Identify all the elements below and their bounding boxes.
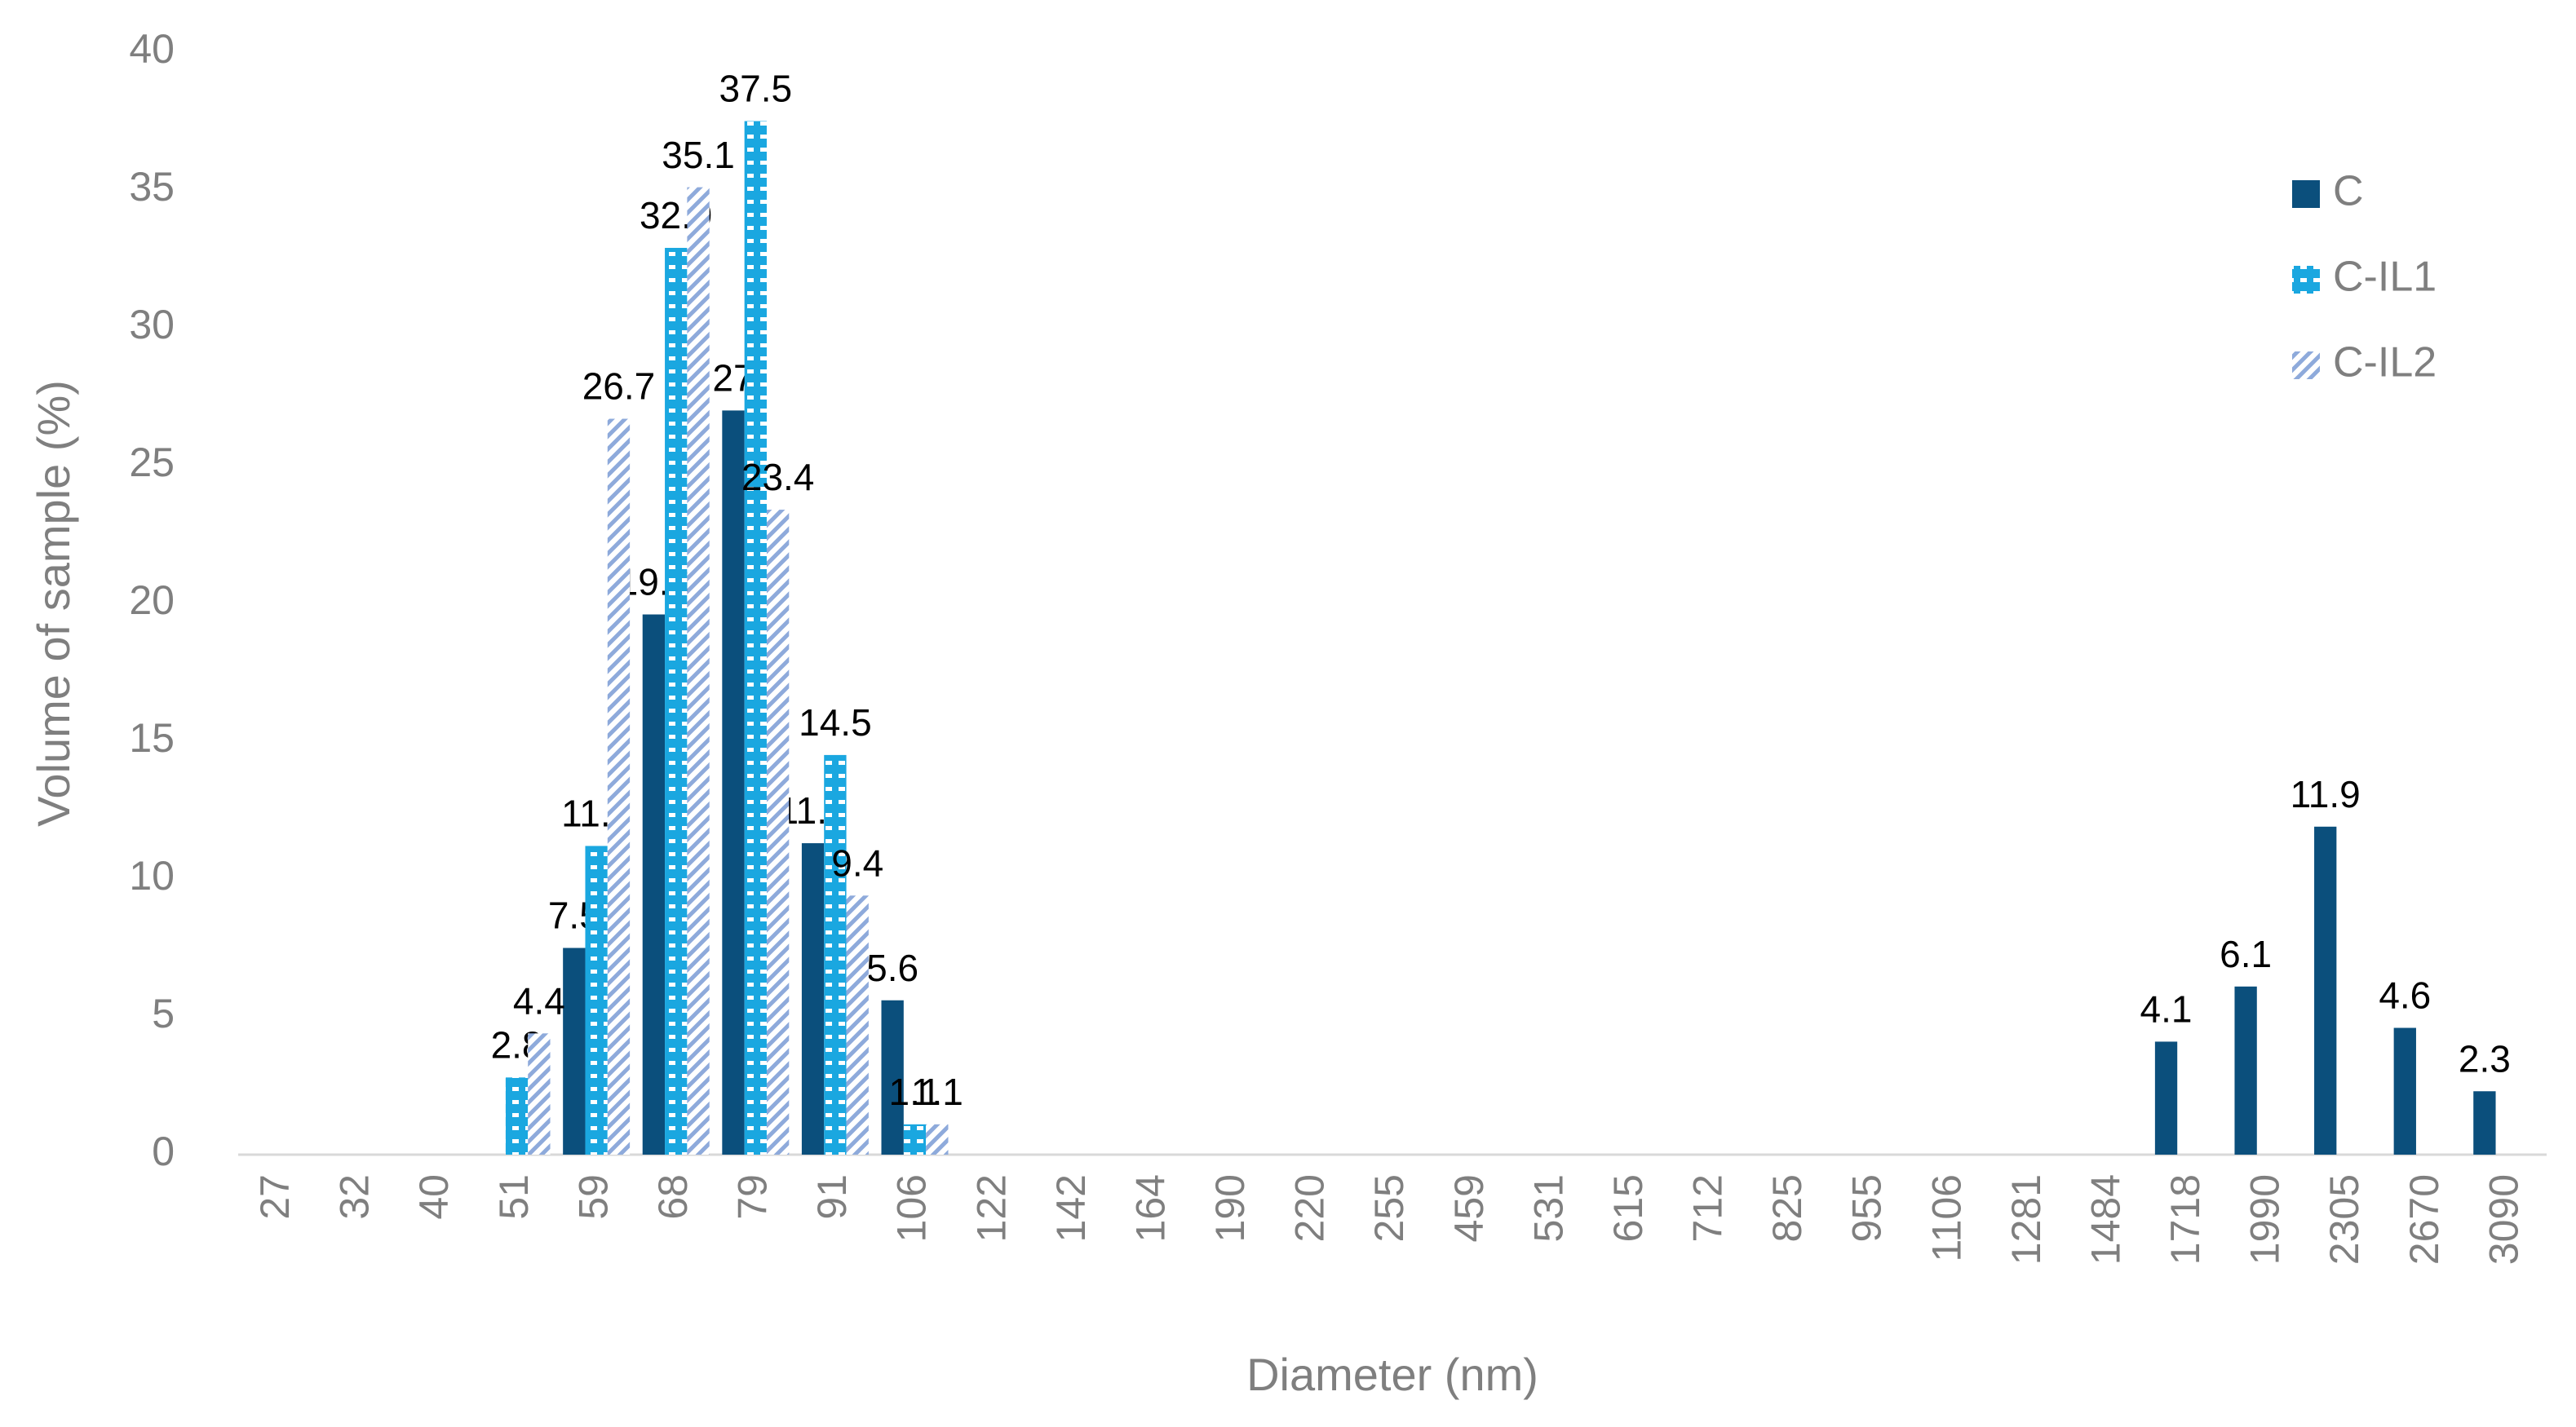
x-tick-label: 955: [1844, 1174, 1890, 1242]
bar: [926, 1124, 949, 1155]
bar: [528, 1033, 551, 1155]
x-tick-label: 59: [570, 1174, 616, 1220]
x-tick-label: 3090: [2481, 1174, 2526, 1265]
data-label: 35.1: [662, 134, 735, 176]
bar: [801, 843, 825, 1155]
bar: [607, 418, 631, 1155]
y-tick-label: 30: [129, 302, 175, 347]
x-tick-label: 615: [1605, 1174, 1651, 1242]
bar: [846, 895, 869, 1155]
bar: [2473, 1091, 2496, 1155]
x-tick-label: 68: [650, 1174, 696, 1220]
data-label: 14.5: [799, 701, 872, 744]
x-tick-label: 27: [252, 1174, 298, 1220]
y-tick-label: 20: [129, 577, 175, 623]
x-tick-label: 122: [968, 1174, 1014, 1242]
bar: [687, 187, 710, 1155]
x-tick-label: 79: [730, 1174, 776, 1220]
legend-swatch: [2292, 180, 2320, 208]
data-label: 9.4: [831, 842, 883, 884]
bar: [585, 846, 608, 1155]
y-tick-label: 0: [152, 1129, 175, 1174]
legend-swatch: [2292, 266, 2320, 294]
x-tick-label: 1281: [2003, 1174, 2049, 1265]
x-tick-label: 531: [1525, 1174, 1571, 1242]
legend-swatch: [2292, 351, 2320, 379]
bar: [824, 754, 847, 1155]
y-tick-label: 40: [129, 26, 175, 72]
x-tick-label: 1990: [2242, 1174, 2288, 1265]
x-tick-label: 51: [491, 1174, 537, 1220]
x-tick-label: 91: [809, 1174, 855, 1220]
data-label: 37.5: [719, 68, 793, 110]
bar: [2314, 826, 2337, 1155]
x-tick-label: 106: [889, 1174, 935, 1242]
legend-label: C-IL2: [2333, 339, 2437, 387]
data-label: 2.3: [2459, 1037, 2511, 1080]
data-label: 11.9: [2291, 773, 2361, 815]
x-tick-label: 1484: [2082, 1174, 2128, 1265]
bar: [722, 410, 745, 1155]
data-label: 6.1: [2220, 933, 2272, 975]
data-label: 4.1: [2140, 988, 2193, 1031]
data-label: 4.6: [2379, 974, 2431, 1017]
bar: [766, 510, 790, 1155]
bar: [2234, 986, 2257, 1155]
bar: [505, 1077, 529, 1155]
x-tick-label: 40: [411, 1174, 457, 1220]
bar: [563, 948, 586, 1155]
x-tick-label: 2670: [2401, 1174, 2447, 1265]
y-axis-title: Volume of sample (%): [28, 380, 79, 827]
y-tick-label: 35: [129, 164, 175, 210]
y-tick-label: 15: [129, 715, 175, 761]
x-axis-title: Diameter (nm): [1246, 1349, 1538, 1400]
data-label: 4.4: [513, 979, 565, 1022]
x-tick-label: 164: [1127, 1174, 1173, 1242]
x-tick-label: 1106: [1923, 1174, 1969, 1262]
x-tick-label: 2305: [2321, 1174, 2367, 1265]
x-tick-label: 190: [1207, 1174, 1253, 1242]
x-tick-label: 142: [1048, 1174, 1094, 1242]
bar: [2154, 1041, 2178, 1155]
data-label: 23.4: [741, 456, 815, 498]
bar: [665, 247, 688, 1155]
x-tick-label: 220: [1287, 1174, 1333, 1242]
x-tick-label: 712: [1685, 1174, 1731, 1242]
bar: [881, 1000, 904, 1155]
x-tick-label: 255: [1366, 1174, 1412, 1242]
data-label: 1.1: [911, 1071, 963, 1113]
legend-label: C-IL1: [2333, 254, 2437, 301]
x-tick-label: 825: [1764, 1174, 1810, 1242]
x-tick-label: 459: [1446, 1174, 1492, 1242]
bar: [2393, 1027, 2416, 1155]
legend-label: C: [2333, 168, 2364, 215]
x-tick-label: 32: [332, 1174, 378, 1220]
x-tick-label: 1718: [2162, 1174, 2208, 1265]
bar: [642, 614, 666, 1155]
data-label: 1.1: [889, 1071, 941, 1113]
bar: [744, 121, 767, 1155]
data-label: 26.7: [582, 365, 656, 408]
y-tick-label: 25: [129, 440, 175, 485]
y-tick-label: 10: [129, 853, 175, 899]
y-tick-label: 5: [152, 991, 175, 1036]
data-label: 5.6: [866, 947, 918, 989]
bar: [903, 1124, 927, 1155]
